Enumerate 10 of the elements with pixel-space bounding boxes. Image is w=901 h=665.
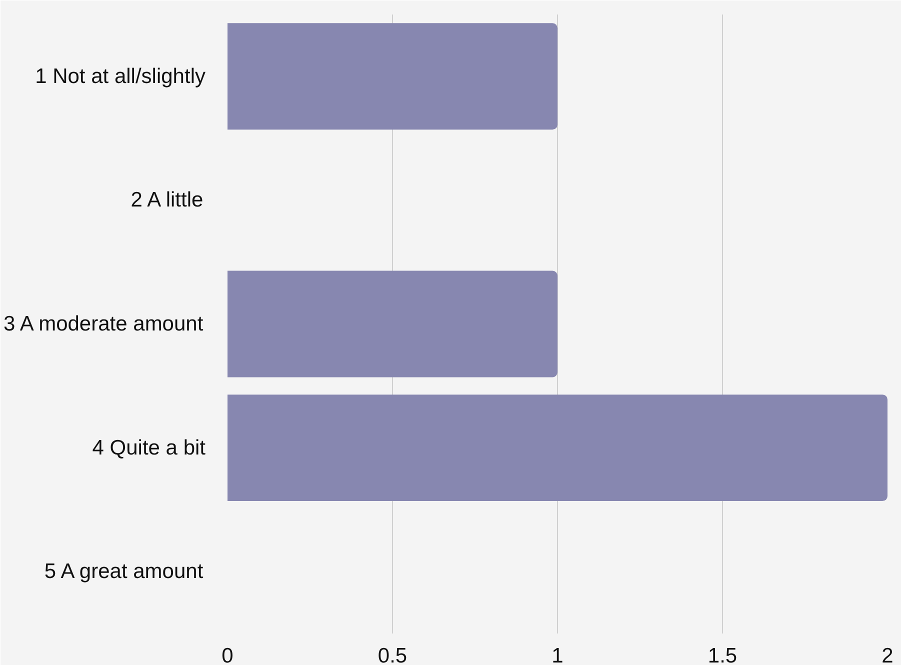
x-tick-label: 0.5 (378, 644, 408, 665)
x-tick-label: 1 (552, 644, 564, 665)
x-tick-label: 0 (222, 644, 234, 665)
y-tick-label: 4 Quite a bit (92, 436, 206, 460)
y-tick-label: 5 A great amount (44, 560, 204, 584)
y-tick-label: 1 Not at all/slightly (35, 64, 206, 88)
y-tick-label: 2 A little (130, 188, 204, 212)
y-tick-label: 3 A moderate amount (4, 312, 204, 336)
x-tick-label: 1.5 (708, 644, 738, 665)
x-tick-label: 2 (882, 644, 894, 665)
